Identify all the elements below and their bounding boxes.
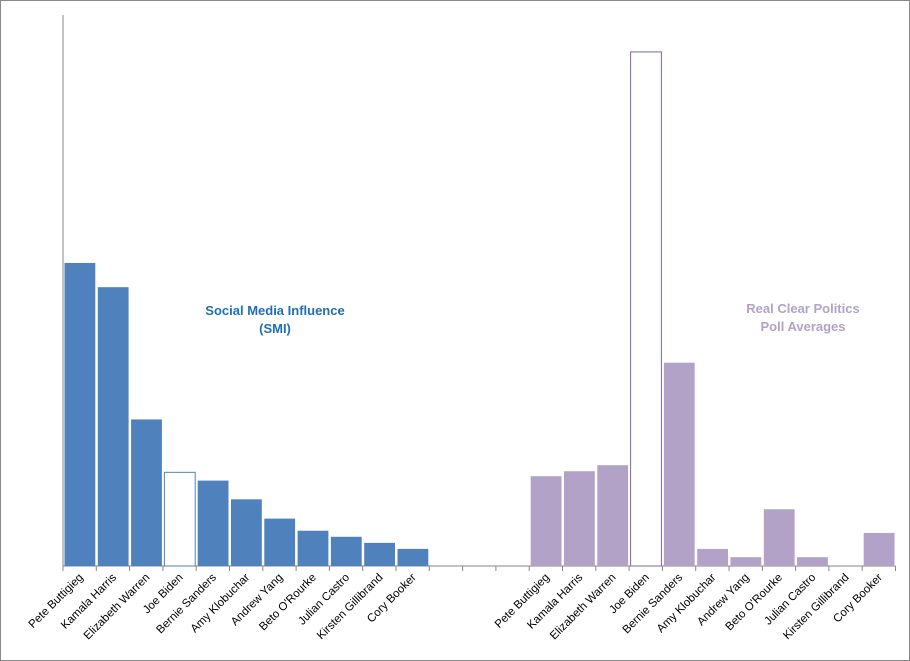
rcp-bar-11 <box>863 532 895 566</box>
smi-series-title: Social Media Influence (SMI) <box>191 302 359 338</box>
smi-bar-3 <box>131 419 162 566</box>
rcp-bar-3 <box>597 465 629 566</box>
smi-title-line-2: (SMI) <box>259 321 291 336</box>
chart-bars <box>64 51 895 567</box>
rcp-bar-5 <box>663 362 695 566</box>
rcp-bar-1 <box>530 476 562 566</box>
smi-bar-5 <box>197 480 229 566</box>
smi-title-line-1: Social Media Influence <box>205 303 345 318</box>
smi-bar-2 <box>97 287 129 566</box>
rcp-title-line-2: Poll Averages <box>760 319 846 334</box>
chart-ticks <box>62 566 896 571</box>
smi-bar-11 <box>397 548 429 566</box>
smi-bar-9 <box>330 536 362 566</box>
rcp-bar-9 <box>797 557 828 566</box>
rcp-bar-7 <box>730 557 762 566</box>
smi-bar-7 <box>264 518 296 566</box>
rcp-bar-6 <box>697 548 728 566</box>
smi-bar-6 <box>231 499 262 566</box>
smi-bar-4 <box>163 471 196 567</box>
rcp-bar-8 <box>763 509 795 566</box>
smi-bar-10 <box>364 542 395 566</box>
smi-category-label-6: Amy Klobuchar <box>189 572 253 636</box>
rcp-category-label-6: Amy Klobuchar <box>655 572 719 636</box>
rcp-bar-4 <box>630 51 662 567</box>
rcp-bar-2 <box>564 471 595 566</box>
rcp-series-title: Real Clear Politics Poll Averages <box>719 300 887 336</box>
rcp-title-line-1: Real Clear Politics <box>746 301 860 316</box>
smi-bar-1 <box>64 262 96 566</box>
smi-bar-8 <box>297 530 329 566</box>
rcp-category-label-5: Bernie Sanders <box>621 571 686 636</box>
smi-category-label-5: Bernie Sanders <box>154 571 219 636</box>
